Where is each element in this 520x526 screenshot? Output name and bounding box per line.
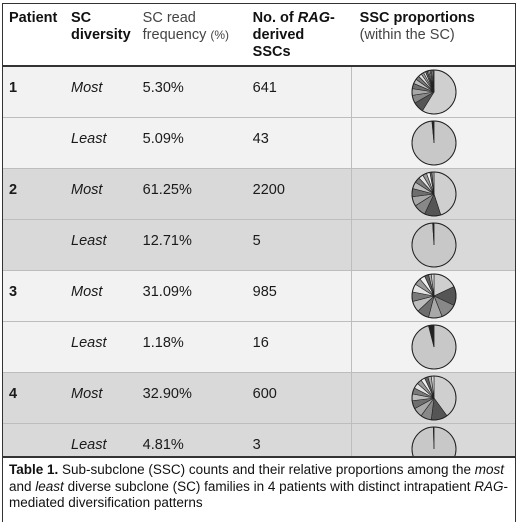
pie-outline: [411, 222, 457, 268]
table-row: 3 Most 31.09% 985: [3, 270, 515, 322]
cell-pie: [351, 372, 515, 424]
cell-pie: [351, 270, 515, 322]
table-frame: Patient SC diversity SC read frequency (%)…: [2, 3, 516, 523]
cell-patient: 3: [3, 270, 65, 322]
pie-outline: [411, 273, 457, 319]
ssc-pie-chart: [411, 375, 457, 421]
cell-frequency: 32.90%: [136, 372, 247, 424]
cell-frequency: 5.30%: [136, 65, 247, 118]
table-row: Least 5.09% 43: [3, 117, 515, 169]
ssc-pie-chart: [411, 324, 457, 370]
header-row: Patient SC diversity SC read frequency (%)…: [3, 4, 515, 66]
cell-ssc-count: 641: [246, 65, 352, 118]
cell-diversity: Most: [65, 168, 137, 220]
table-row: Least 1.18% 16: [3, 321, 515, 373]
cell-frequency: 5.09%: [136, 117, 247, 169]
cell-diversity: Least: [65, 219, 137, 271]
cell-ssc-count: 5: [246, 219, 352, 271]
cell-frequency: 1.18%: [136, 321, 247, 373]
cell-diversity: Most: [65, 270, 137, 322]
cell-ssc-count: 2200: [246, 168, 352, 220]
cell-frequency: 31.09%: [136, 270, 247, 322]
cell-ssc-count: 985: [246, 270, 352, 322]
header-patient: Patient: [9, 10, 58, 26]
header-sc-diversity: SC diversity: [71, 10, 131, 43]
pie-outline: [411, 171, 457, 217]
cell-patient: 4: [3, 372, 65, 424]
table-row: 1 Most 5.30% 641: [3, 65, 515, 118]
cell-frequency: 12.71%: [136, 219, 247, 271]
cell-frequency: 61.25%: [136, 168, 247, 220]
cell-patient: [3, 219, 65, 271]
cell-patient: [3, 321, 65, 373]
ssc-pie-chart: [411, 120, 457, 166]
pie-outline: [411, 375, 457, 421]
table-row: 2 Most 61.25% 2200: [3, 168, 515, 220]
table-caption: Table 1. Sub-subclone (SSC) counts and t…: [9, 462, 509, 510]
cell-pie: [351, 321, 515, 373]
ssc-pie-chart: [411, 222, 457, 268]
cell-ssc-count: 600: [246, 372, 352, 424]
cell-diversity: Most: [65, 372, 137, 424]
header-frequency: SC read frequency (%): [142, 10, 230, 43]
ssc-pie-chart: [411, 69, 457, 115]
cell-ssc-count: 16: [246, 321, 352, 373]
ssc-pie-chart: [411, 273, 457, 319]
cell-pie: [351, 117, 515, 169]
pie-outline: [411, 324, 457, 370]
cell-pie: [351, 168, 515, 220]
table-row: Least 12.71% 5: [3, 219, 515, 271]
cell-patient: [3, 117, 65, 169]
header-ssc-proportions: SSC proportions (within the SC): [359, 10, 475, 43]
cell-patient: 1: [3, 65, 65, 118]
table-row: 4 Most 32.90% 600: [3, 372, 515, 424]
cell-diversity: Least: [65, 117, 137, 169]
pie-outline: [411, 69, 457, 115]
ssc-table: Patient SC diversity SC read frequency (%)…: [3, 4, 515, 475]
caption-box: [3, 456, 515, 523]
caption-label: Table 1.: [9, 462, 59, 477]
header-ssc-count: No. of RAG-derived SSCs: [252, 10, 335, 60]
cell-pie: [351, 65, 515, 118]
cell-pie: [351, 219, 515, 271]
pie-outline: [411, 120, 457, 166]
table-body: 1 Most 5.30% 641 Least 5.09% 43 2 Most 61.25% 2200…: [3, 65, 515, 475]
ssc-pie-chart: [411, 171, 457, 217]
cell-diversity: Most: [65, 65, 137, 118]
cell-ssc-count: 43: [246, 117, 352, 169]
cell-diversity: Least: [65, 321, 137, 373]
cell-patient: 2: [3, 168, 65, 220]
